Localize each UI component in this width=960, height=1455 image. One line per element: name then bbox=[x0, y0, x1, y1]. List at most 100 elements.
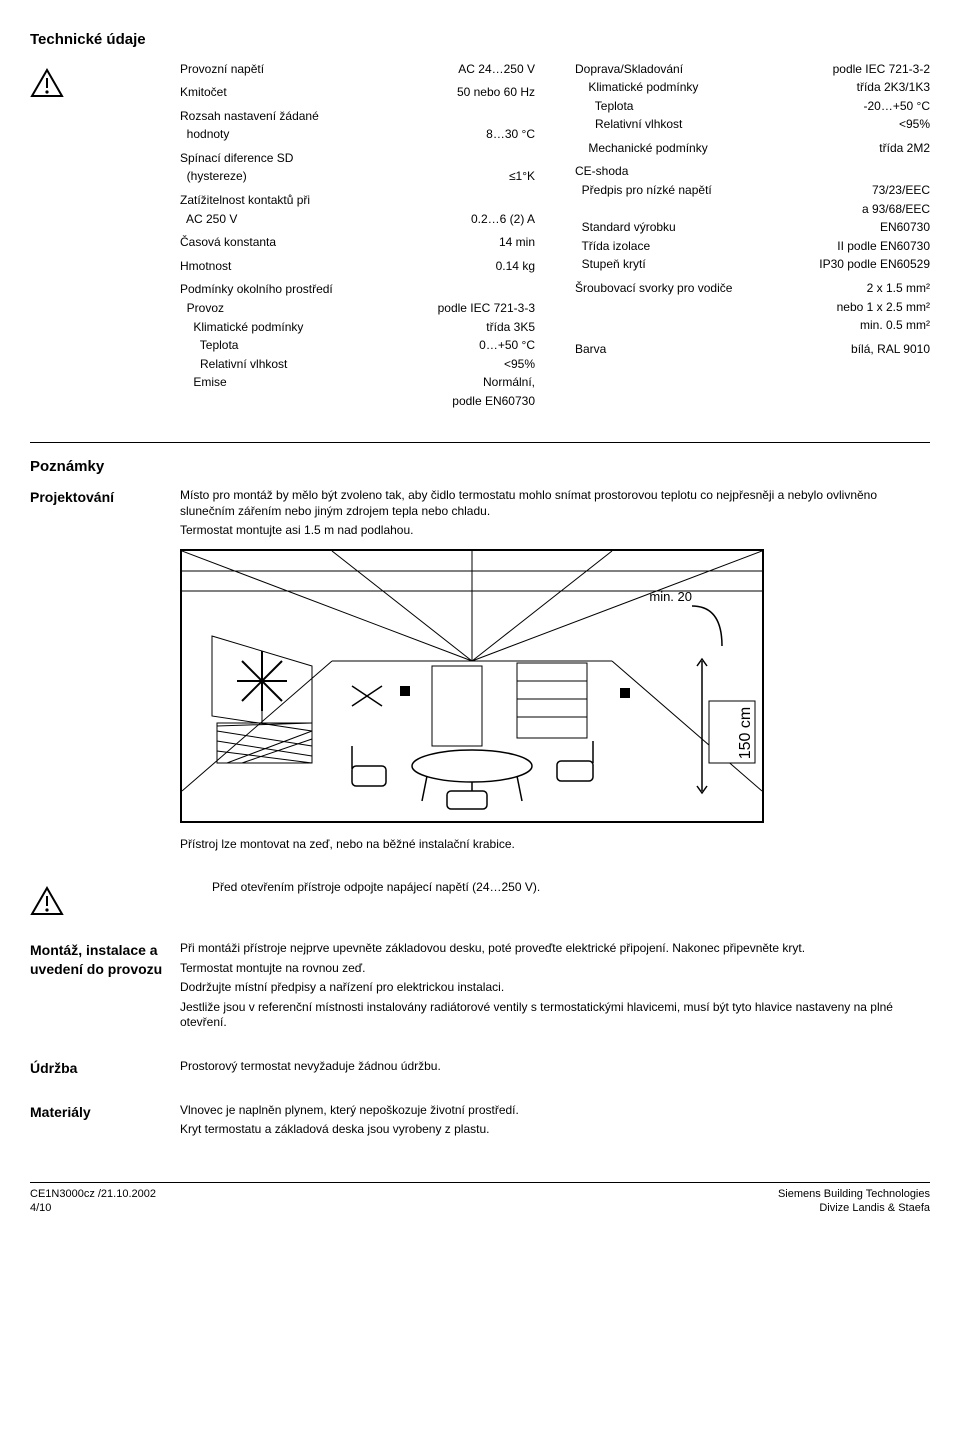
spec-label: Teplota bbox=[575, 99, 633, 115]
footer-left: CE1N3000cz /21.10.2002 4/10 bbox=[30, 1187, 156, 1216]
text-line: Místo pro montáž by mělo být zvoleno tak… bbox=[180, 488, 930, 519]
spec-value: IP30 podle EN60529 bbox=[819, 257, 930, 273]
spec-row: CE-shoda bbox=[575, 164, 930, 180]
spec-label: Doprava/Skladování bbox=[575, 62, 683, 78]
footer-division: Divize Landis & Staefa bbox=[778, 1201, 930, 1215]
spec-value: 73/23/EEC bbox=[872, 183, 930, 199]
spec-value: EN60730 bbox=[880, 220, 930, 236]
spec-group: Časová konstanta 14 min bbox=[180, 235, 535, 251]
text-line: Termostat montujte na rovnou zeď. bbox=[180, 961, 930, 977]
spec-label: (hystereze) bbox=[180, 169, 247, 185]
spec-row: Provozpodle IEC 721-3-3 bbox=[180, 301, 535, 317]
spec-value: třída 2M2 bbox=[879, 141, 930, 157]
project-text-col: Místo pro montáž by mělo být zvoleno tak… bbox=[180, 488, 930, 856]
spec-value: nebo 1 x 2.5 mm² bbox=[837, 300, 930, 316]
spec-group: Šroubovací svorky pro vodiče2 x 1.5 mm²n… bbox=[575, 281, 930, 334]
spec-row: podle EN60730 bbox=[180, 394, 535, 410]
footer-doc-id: CE1N3000cz /21.10.2002 bbox=[30, 1187, 156, 1201]
spec-row: Relativní vlhkost<95% bbox=[180, 357, 535, 373]
spec-group: Doprava/Skladovánípodle IEC 721-3-2 Klim… bbox=[575, 62, 930, 133]
spec-row: Teplota0…+50 °C bbox=[180, 338, 535, 354]
tech-section: Technické údaje Provozní napětíAC 24…250… bbox=[30, 30, 930, 418]
footer-page: 4/10 bbox=[30, 1201, 156, 1215]
spec-label: AC 250 V bbox=[180, 212, 237, 228]
svg-text:150 cm: 150 cm bbox=[737, 707, 754, 759]
spec-value: podle IEC 721-3-3 bbox=[438, 301, 535, 317]
spec-label: CE-shoda bbox=[575, 164, 628, 180]
spec-value: <95% bbox=[899, 117, 930, 133]
spec-row: a 93/68/EEC bbox=[575, 202, 930, 218]
spec-value: 14 min bbox=[499, 235, 535, 251]
spec-value: 0.14 kg bbox=[496, 259, 535, 275]
spec-group: Provozní napětíAC 24…250 V bbox=[180, 62, 535, 78]
maint-lead: Údržba bbox=[30, 1060, 77, 1076]
spec-label: Třída izolace bbox=[575, 239, 650, 255]
spec-label: Předpis pro nízké napětí bbox=[575, 183, 712, 199]
svg-text:min. 20: min. 20 bbox=[649, 589, 692, 604]
spec-group: Kmitočet50 nebo 60 Hz bbox=[180, 85, 535, 101]
spec-value: AC 24…250 V bbox=[458, 62, 535, 78]
project-row: Projektování Místo pro montáž by mělo bý… bbox=[30, 488, 930, 856]
tech-left-margin bbox=[30, 62, 180, 103]
tech-col-right: Doprava/Skladovánípodle IEC 721-3-2 Klim… bbox=[575, 62, 930, 418]
spec-row: Klimatické podmínkytřída 3K5 bbox=[180, 320, 535, 336]
mat-lead-col: Materiály bbox=[30, 1103, 180, 1122]
spec-label: Kmitočet bbox=[180, 85, 227, 101]
spec-group: Hmotnost0.14 kg bbox=[180, 259, 535, 275]
spec-row: Mechanické podmínky třída 2M2 bbox=[575, 141, 930, 157]
warn-open-text: Před otevřením přístroje odpojte napájec… bbox=[212, 880, 930, 896]
spec-value: min. 0.5 mm² bbox=[860, 318, 930, 334]
text-line: Dodržujte místní předpisy a nařízení pro… bbox=[180, 980, 930, 996]
spec-value: II podle EN60730 bbox=[837, 239, 930, 255]
mat-row: Materiály Vlnovec je naplněn plynem, kte… bbox=[30, 1103, 930, 1142]
mount-lead-col: Montáž, instalace a uvedení do provozu bbox=[30, 941, 180, 978]
spec-row: Spínací diference SD bbox=[180, 151, 535, 167]
spec-label: Časová konstanta bbox=[180, 235, 276, 251]
spec-value: bílá, RAL 9010 bbox=[851, 342, 930, 358]
spec-label: Mechanické podmínky bbox=[575, 141, 708, 157]
spec-group: Podmínky okolního prostředí Provozpodle … bbox=[180, 282, 535, 409]
spec-row: Teplota-20…+50 °C bbox=[575, 99, 930, 115]
text-line: Termostat montujte asi 1.5 m nad podlaho… bbox=[180, 523, 930, 539]
tech-col-left: Provozní napětíAC 24…250 V Kmitočet50 neb… bbox=[180, 62, 535, 418]
mount-lead: Montáž, instalace a uvedení do provozu bbox=[30, 942, 162, 977]
spec-row: Provozní napětíAC 24…250 V bbox=[180, 62, 535, 78]
spec-row: Stupeň krytíIP30 podle EN60529 bbox=[575, 257, 930, 273]
spec-label: Teplota bbox=[180, 338, 238, 354]
footer: CE1N3000cz /21.10.2002 4/10 Siemens Buil… bbox=[30, 1182, 930, 1216]
spec-row: Rozsah nastavení žádané bbox=[180, 109, 535, 125]
maint-lead-col: Údržba bbox=[30, 1059, 180, 1078]
project-lead: Projektování bbox=[30, 489, 114, 505]
text-line: Jestliže jsou v referenční místnosti ins… bbox=[180, 1000, 930, 1031]
warn-row: Před otevřením přístroje odpojte napájec… bbox=[30, 880, 930, 921]
spec-row: Standard výrobkuEN60730 bbox=[575, 220, 930, 236]
room-illustration: 150 cm min. 20 bbox=[180, 549, 764, 823]
mount-row: Montáž, instalace a uvedení do provozu P… bbox=[30, 941, 930, 1035]
mat-text: Vlnovec je naplněn plynem, který nepoško… bbox=[180, 1103, 930, 1142]
spec-row: Relativní vlhkost <95% bbox=[575, 117, 930, 133]
maint-text: Prostorový termostat nevyžaduje žádnou ú… bbox=[180, 1059, 930, 1079]
project-lead-col: Projektování bbox=[30, 488, 180, 507]
spec-label: Emise bbox=[180, 375, 227, 391]
spec-group: Zatížitelnost kontaktů při AC 250 V0.2…6… bbox=[180, 193, 535, 227]
spec-label: Relativní vlhkost bbox=[575, 117, 682, 133]
spec-group: Barva bílá, RAL 9010 bbox=[575, 342, 930, 358]
spec-group: Rozsah nastavení žádané hodnoty8…30 °C bbox=[180, 109, 535, 143]
spec-label: Barva bbox=[575, 342, 606, 358]
warn-text-col: Před otevřením přístroje odpojte napájec… bbox=[180, 880, 930, 900]
spec-label: Šroubovací svorky pro vodiče bbox=[575, 281, 732, 297]
spec-row: (hystereze)≤1°K bbox=[180, 169, 535, 185]
spec-value: třída 3K5 bbox=[486, 320, 535, 336]
spec-group: CE-shoda Předpis pro nízké napětí 73/23/E… bbox=[575, 164, 930, 273]
tech-title: Technické údaje bbox=[30, 30, 930, 50]
spec-row: nebo 1 x 2.5 mm² bbox=[575, 300, 930, 316]
spec-row: Klimatické podmínkytřída 2K3/1K3 bbox=[575, 80, 930, 96]
tech-columns: Provozní napětíAC 24…250 V Kmitočet50 neb… bbox=[180, 62, 930, 418]
spec-label: Klimatické podmínky bbox=[575, 80, 698, 96]
spec-value: <95% bbox=[504, 357, 535, 373]
spec-value: 0.2…6 (2) A bbox=[471, 212, 535, 228]
tech-row: Provozní napětíAC 24…250 V Kmitočet50 neb… bbox=[30, 62, 930, 418]
spec-row: Kmitočet50 nebo 60 Hz bbox=[180, 85, 535, 101]
footer-right: Siemens Building Technologies Divize Lan… bbox=[778, 1187, 930, 1216]
mount-text: Při montáži přístroje nejprve upevněte z… bbox=[180, 941, 930, 1035]
